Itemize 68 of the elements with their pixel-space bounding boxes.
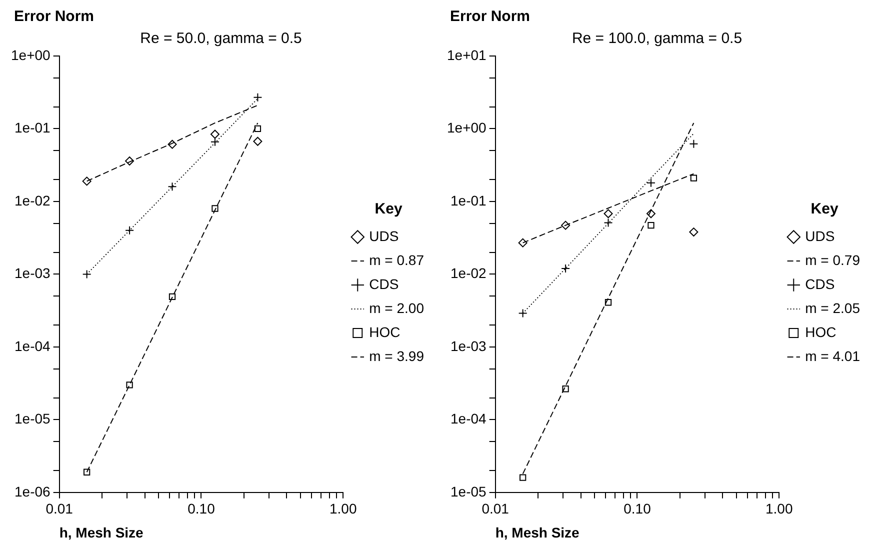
y-tick-label: 1e-01 xyxy=(14,120,51,136)
point xyxy=(168,182,177,192)
point xyxy=(254,125,262,132)
point xyxy=(82,270,92,279)
point xyxy=(648,222,654,229)
legend-title: Key xyxy=(810,200,839,218)
chart-title: Re = 100.0, gamma = 0.5 xyxy=(572,30,742,48)
x-tick-label: 0.10 xyxy=(188,500,216,517)
point xyxy=(562,386,569,392)
point xyxy=(212,205,218,212)
point xyxy=(604,299,612,306)
y-tick-label: 1e-02 xyxy=(14,192,51,208)
point xyxy=(82,176,92,186)
legend-label: UDS xyxy=(805,228,835,244)
point xyxy=(168,293,176,300)
x-axis-title: h, Mesh Size xyxy=(59,524,144,540)
point xyxy=(689,228,698,237)
point xyxy=(253,136,262,146)
y-axis-title: Error Norm xyxy=(449,8,532,26)
legend-label: m = 2.00 xyxy=(369,300,424,316)
y-tick-label: 1e-04 xyxy=(450,410,487,427)
x-axis-title: h, Mesh Size xyxy=(495,524,580,540)
legend-label: HOC xyxy=(369,324,400,340)
x-tick-label: 0.10 xyxy=(624,500,652,517)
x-tick-label: 1.00 xyxy=(766,500,793,517)
y-tick-label: 1e-01 xyxy=(450,192,487,208)
y-tick-label: 1e-05 xyxy=(14,410,51,427)
y-tick-label: 1e+00 xyxy=(10,46,51,63)
x-tick-label: 0.01 xyxy=(46,500,74,517)
point xyxy=(125,156,134,166)
point xyxy=(604,209,613,218)
point xyxy=(561,220,570,230)
y-axis-title: Error Norm xyxy=(13,8,96,26)
x-tick-label: 1.00 xyxy=(330,500,357,517)
y-tick-label: 1e-03 xyxy=(450,338,487,354)
point xyxy=(604,218,613,228)
legend-label: m = 4.01 xyxy=(805,348,860,364)
point xyxy=(690,174,698,182)
legend-label: m = 3.99 xyxy=(369,348,424,364)
point xyxy=(689,139,698,148)
y-tick-label: 1e-02 xyxy=(450,265,487,282)
point xyxy=(210,130,220,139)
x-tick-label: 0.01 xyxy=(482,500,510,517)
point xyxy=(646,178,656,188)
point xyxy=(125,226,134,235)
legend-label: CDS xyxy=(805,276,835,292)
y-tick-label: 1e+01 xyxy=(446,46,487,63)
point xyxy=(518,238,528,248)
y-tick-label: 1e-05 xyxy=(450,483,487,500)
y-tick-label: 1e-06 xyxy=(14,483,51,500)
legend-label: m = 2.05 xyxy=(805,300,860,316)
chart-title: Re = 50.0, gamma = 0.5 xyxy=(140,30,302,48)
y-tick-label: 1e-04 xyxy=(14,338,51,354)
legend-label: UDS xyxy=(369,228,399,244)
y-tick-label: 1e+00 xyxy=(446,120,487,136)
y-tick-label: 1e-03 xyxy=(14,265,51,282)
point xyxy=(518,308,528,318)
point xyxy=(168,140,177,149)
point xyxy=(83,468,90,476)
legend-label: m = 0.79 xyxy=(805,252,860,268)
legend-label: CDS xyxy=(369,276,399,292)
point xyxy=(253,92,262,102)
legend-title: Key xyxy=(374,200,403,218)
point xyxy=(519,474,526,481)
legend-label: HOC xyxy=(805,324,836,340)
point xyxy=(126,382,133,388)
legend-label: m = 0.87 xyxy=(369,252,424,268)
point xyxy=(646,209,656,218)
